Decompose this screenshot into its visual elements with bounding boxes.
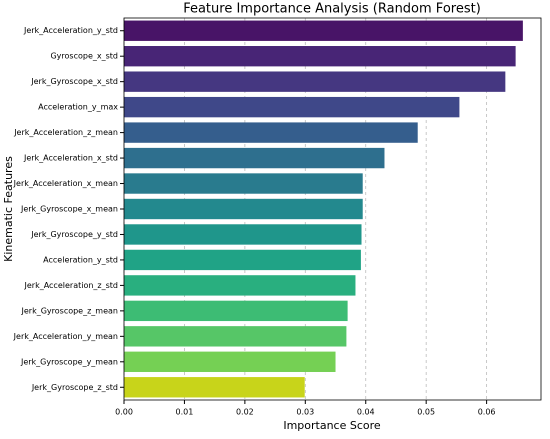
- y-tick-label: Acceleration_y_std: [43, 255, 118, 264]
- plot-frame: [123, 17, 542, 401]
- bar: [124, 249, 361, 271]
- x-tick-label: 0.01: [176, 408, 194, 417]
- bar: [124, 46, 516, 67]
- y-tick-label: Jerk_Gyroscope_y_std: [30, 230, 118, 239]
- bar: [124, 122, 418, 143]
- y-tick-label: Jerk_Acceleration_y_mean: [13, 332, 118, 341]
- y-tick-label: Jerk_Gyroscope_y_mean: [20, 357, 118, 366]
- y-tick-label: Jerk_Gyroscope_x_std: [30, 77, 118, 86]
- y-tick-label: Jerk_Acceleration_y_std: [23, 26, 118, 35]
- bar: [124, 198, 363, 220]
- y-tick-label: Jerk_Gyroscope_x_mean: [20, 205, 118, 214]
- x-tick-label: 0.04: [357, 408, 375, 417]
- x-tick-label: 0.02: [236, 408, 254, 417]
- bar: [124, 377, 305, 398]
- y-axis-label: Kinematic Features: [2, 156, 15, 262]
- y-tick-label: Jerk_Acceleration_x_mean: [13, 179, 118, 188]
- y-tick-label: Jerk_Gyroscope_z_mean: [21, 306, 119, 315]
- y-tick-label: Jerk_Acceleration_z_mean: [13, 128, 118, 137]
- y-tick-label: Jerk_Gyroscope_z_std: [31, 383, 118, 392]
- bar: [124, 224, 362, 245]
- x-tick-label: 0.05: [417, 408, 435, 417]
- y-tick-label: Jerk_Acceleration_z_std: [24, 281, 119, 290]
- y-tick-label: Acceleration_y_max: [38, 103, 118, 112]
- bar: [124, 351, 336, 372]
- bar: [124, 71, 506, 92]
- bar: [124, 326, 347, 347]
- bar: [124, 300, 348, 322]
- x-axis-label: Importance Score: [283, 419, 381, 432]
- bar: [124, 96, 460, 118]
- bar: [124, 275, 356, 296]
- y-tick-label: Jerk_Acceleration_x_std: [23, 154, 118, 163]
- x-tick-label: 0.00: [115, 408, 133, 417]
- x-tick-label: 0.03: [296, 408, 314, 417]
- bar: [124, 20, 523, 41]
- bar: [124, 147, 385, 169]
- x-tick-label: 0.06: [478, 408, 496, 417]
- chart-title: Feature Importance Analysis (Random Fore…: [183, 2, 481, 17]
- y-tick-label: Gyroscope_x_std: [50, 52, 118, 61]
- bar: [124, 173, 363, 194]
